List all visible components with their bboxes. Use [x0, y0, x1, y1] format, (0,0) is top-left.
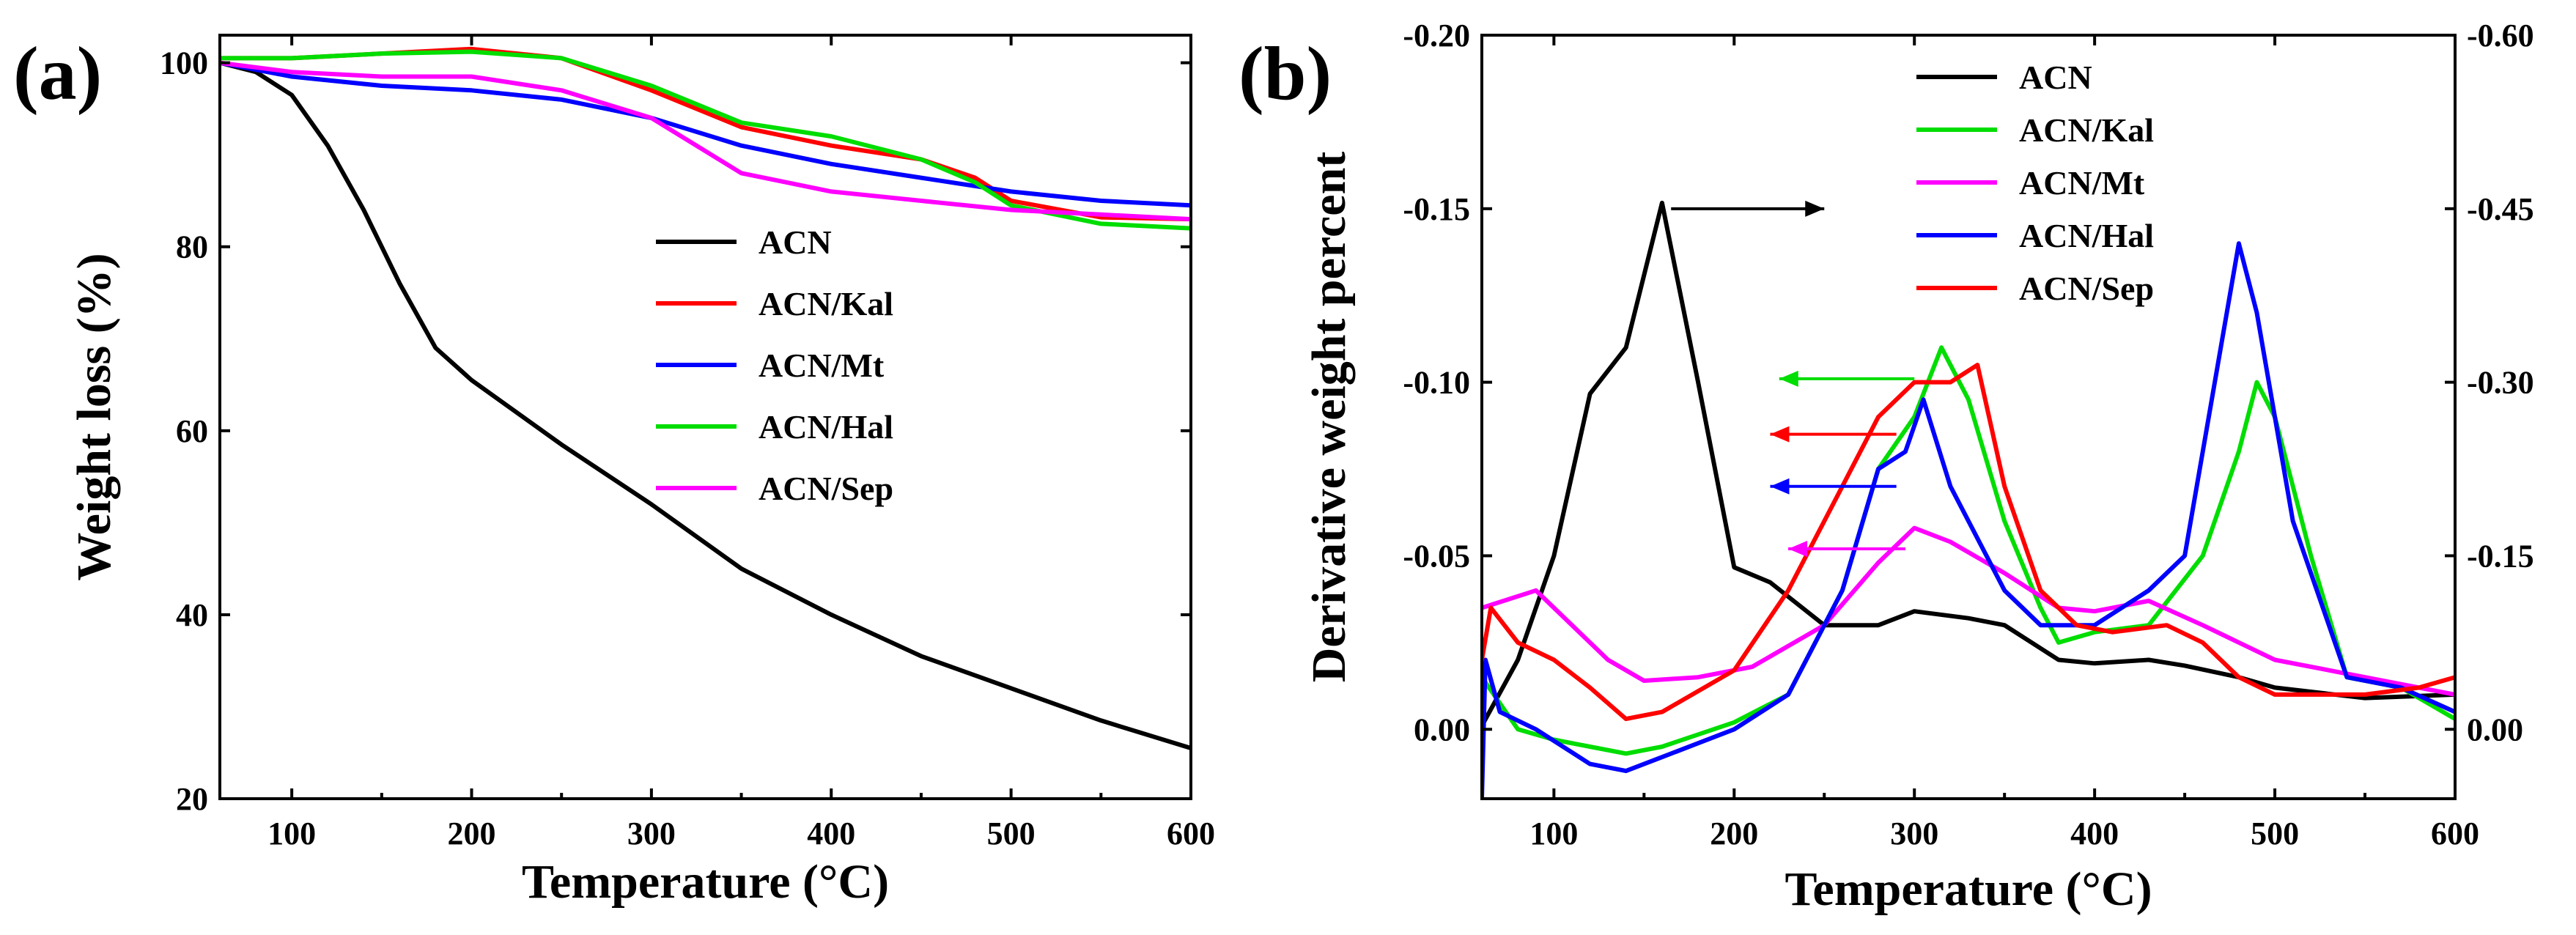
- y-axis-title: Weight loss (%): [67, 253, 121, 580]
- arrow-head: [1779, 370, 1798, 387]
- panel-label: (b): [1239, 32, 1332, 116]
- arrow-annotation: [1770, 426, 1897, 443]
- series-line-acn-hal: [220, 49, 1191, 231]
- y2-tick-label: -0.15: [2467, 538, 2534, 574]
- y-tick-label: 20: [176, 781, 208, 817]
- y-axis-title: Derivative weight percent: [1302, 152, 1356, 683]
- arrow-annotation: [1671, 200, 1825, 217]
- y-tick-label: -0.20: [1403, 18, 1470, 53]
- legend-label: ACN/Hal: [759, 408, 893, 446]
- legend-label: ACN/Hal: [2019, 217, 2154, 254]
- y-tick-label: 60: [176, 413, 208, 449]
- arrow-annotation: [1779, 370, 1915, 387]
- plot-frame: [218, 34, 1192, 800]
- legend-label: ACN/Mt: [2019, 164, 2145, 202]
- x-tick-label: 400: [807, 816, 855, 851]
- series-line-acn-mt: [1482, 525, 2455, 697]
- series-line-acn: [220, 60, 1191, 750]
- y-tick-label: 80: [176, 229, 208, 265]
- x-tick-label: 300: [1890, 816, 1938, 851]
- legend: ACN ACN/Kal ACN/Mt ACN/Hal ACN/Sep: [1916, 59, 2154, 307]
- x-tick-label: 500: [2251, 816, 2299, 851]
- arrow-annotation: [1770, 478, 1897, 495]
- series-group: [220, 46, 1191, 750]
- arrow-head: [1770, 478, 1790, 495]
- x-tick-label: 600: [2431, 816, 2479, 851]
- arrow-annotation: [1788, 540, 1905, 557]
- y2-tick-label: -0.45: [2467, 191, 2534, 227]
- y-tick-label: -0.15: [1403, 191, 1470, 227]
- y2-tick-label: -0.60: [2467, 18, 2534, 53]
- legend-label: ACN/Mt: [759, 347, 885, 384]
- series-line-acn: [1482, 200, 2455, 728]
- x-tick-label: 500: [987, 816, 1036, 851]
- y-tick-label: -0.10: [1403, 365, 1470, 401]
- x-tick-label: 400: [2070, 816, 2119, 851]
- panel-a: (a) 100 200 300 400 500 600 20 40 60 80 100 Temperat…: [13, 32, 1215, 909]
- x-tick-label: 200: [1710, 816, 1758, 851]
- y-tick-label: 0.00: [1414, 712, 1470, 747]
- x-axis-title: Temperature (°C): [1785, 862, 2152, 916]
- x-tick-label: 100: [1529, 816, 1578, 851]
- panel-label: (a): [13, 32, 102, 116]
- arrow-head: [1788, 540, 1808, 557]
- x-tick-label: 100: [267, 816, 316, 851]
- legend-label: ACN: [759, 223, 832, 261]
- legend-label: ACN/Sep: [759, 470, 893, 507]
- series-group: [1482, 200, 2455, 799]
- series-line-acn-hal: [1482, 241, 2455, 799]
- legend-label: ACN/Kal: [759, 285, 893, 322]
- y2-tick-label: 0.00: [2467, 712, 2523, 747]
- y-tick-label: 100: [160, 45, 208, 81]
- x-axis-title: Temperature (°C): [522, 855, 889, 909]
- arrow-head: [1805, 200, 1825, 217]
- series-line-acn-sep: [220, 60, 1191, 222]
- panel-b: (b) 100 200 300 400 500 600 0.00 -0.05 -0.10 -0.15…: [1239, 18, 2534, 916]
- plot-frame: [1480, 34, 2457, 800]
- arrow-head: [1770, 426, 1790, 443]
- y2-tick-label: -0.30: [2467, 365, 2534, 401]
- x-tick-label: 200: [448, 816, 496, 851]
- series-line-acn-mt: [220, 60, 1191, 208]
- x-tick-label: 600: [1167, 816, 1215, 851]
- legend-label: ACN/Kal: [2019, 111, 2154, 149]
- y-tick-label: 40: [176, 597, 208, 633]
- legend-label: ACN: [2019, 59, 2092, 96]
- x-tick-label: 300: [627, 816, 676, 851]
- legend: ACN ACN/Kal ACN/Mt ACN/Hal ACN/Sep: [656, 223, 893, 507]
- series-line-acn-sep: [1482, 363, 2455, 722]
- legend-label: ACN/Sep: [2019, 270, 2154, 307]
- y-tick-label: -0.05: [1403, 538, 1470, 574]
